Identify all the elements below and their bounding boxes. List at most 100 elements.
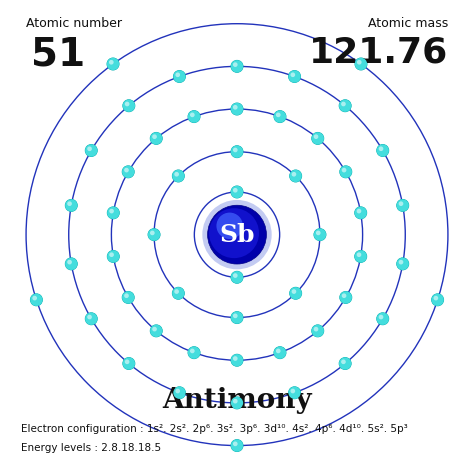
Circle shape — [172, 170, 184, 182]
Circle shape — [109, 209, 114, 213]
Circle shape — [230, 396, 244, 410]
Circle shape — [202, 200, 272, 269]
Circle shape — [357, 60, 362, 64]
Circle shape — [311, 132, 324, 145]
Circle shape — [292, 289, 296, 294]
Circle shape — [175, 73, 180, 77]
Circle shape — [231, 271, 243, 283]
Circle shape — [276, 348, 281, 353]
Circle shape — [107, 207, 119, 219]
Circle shape — [313, 228, 327, 241]
Circle shape — [397, 199, 409, 211]
Circle shape — [122, 166, 135, 178]
Circle shape — [152, 327, 157, 331]
Circle shape — [311, 132, 324, 145]
Circle shape — [122, 99, 135, 112]
Circle shape — [87, 315, 92, 319]
Circle shape — [233, 147, 237, 152]
Circle shape — [355, 250, 367, 263]
Circle shape — [188, 346, 201, 359]
Circle shape — [230, 271, 244, 284]
Circle shape — [376, 145, 389, 157]
Circle shape — [314, 327, 319, 331]
Circle shape — [291, 73, 295, 77]
Circle shape — [230, 311, 244, 324]
Circle shape — [190, 348, 195, 353]
Circle shape — [379, 146, 383, 151]
Text: Atomic mass: Atomic mass — [368, 17, 448, 29]
Circle shape — [230, 102, 244, 116]
Circle shape — [376, 144, 389, 157]
Circle shape — [172, 287, 184, 300]
Circle shape — [290, 287, 302, 300]
Circle shape — [85, 144, 98, 157]
Circle shape — [314, 228, 326, 241]
Circle shape — [397, 258, 409, 270]
Circle shape — [122, 357, 135, 370]
Circle shape — [32, 296, 37, 301]
Circle shape — [316, 230, 320, 235]
Circle shape — [123, 357, 135, 370]
Circle shape — [233, 441, 237, 446]
Circle shape — [339, 100, 351, 112]
Circle shape — [355, 58, 367, 70]
Circle shape — [288, 70, 301, 82]
Circle shape — [87, 146, 92, 151]
Circle shape — [342, 293, 346, 298]
Circle shape — [311, 325, 324, 337]
Circle shape — [125, 101, 129, 106]
Circle shape — [399, 201, 403, 206]
Circle shape — [208, 205, 266, 264]
Circle shape — [231, 354, 243, 366]
Circle shape — [376, 312, 389, 325]
Text: Atomic number: Atomic number — [26, 17, 122, 29]
Circle shape — [65, 199, 77, 211]
Circle shape — [173, 387, 186, 399]
Circle shape — [399, 260, 403, 264]
Circle shape — [150, 325, 163, 337]
Circle shape — [396, 257, 409, 270]
Circle shape — [65, 257, 78, 270]
Circle shape — [123, 100, 135, 112]
Circle shape — [290, 170, 302, 182]
Circle shape — [339, 291, 352, 304]
Circle shape — [289, 170, 302, 182]
Circle shape — [289, 287, 302, 300]
Circle shape — [292, 172, 296, 177]
Circle shape — [230, 145, 244, 158]
Circle shape — [233, 273, 237, 278]
Circle shape — [354, 206, 367, 219]
Circle shape — [150, 230, 155, 235]
Circle shape — [376, 313, 389, 325]
Circle shape — [288, 387, 301, 399]
Circle shape — [188, 110, 200, 123]
Circle shape — [288, 70, 301, 83]
Circle shape — [122, 291, 135, 304]
Circle shape — [356, 252, 361, 257]
Circle shape — [288, 386, 301, 399]
Circle shape — [273, 346, 286, 359]
Circle shape — [67, 260, 72, 264]
Circle shape — [174, 289, 179, 294]
Circle shape — [231, 103, 243, 115]
Circle shape — [379, 315, 383, 319]
Circle shape — [148, 228, 160, 241]
Circle shape — [188, 346, 200, 359]
Circle shape — [231, 439, 243, 452]
Circle shape — [233, 356, 237, 361]
Circle shape — [230, 354, 244, 367]
Circle shape — [231, 60, 243, 73]
Text: 121.76: 121.76 — [309, 36, 448, 70]
Circle shape — [30, 293, 43, 306]
Text: Sb: Sb — [219, 223, 255, 246]
Circle shape — [109, 60, 114, 64]
Circle shape — [124, 293, 129, 298]
Circle shape — [124, 168, 129, 173]
Circle shape — [276, 112, 281, 117]
Circle shape — [150, 132, 163, 145]
Circle shape — [230, 439, 244, 452]
Circle shape — [431, 294, 444, 306]
Circle shape — [231, 186, 243, 198]
Circle shape — [190, 112, 195, 117]
Circle shape — [341, 101, 346, 106]
